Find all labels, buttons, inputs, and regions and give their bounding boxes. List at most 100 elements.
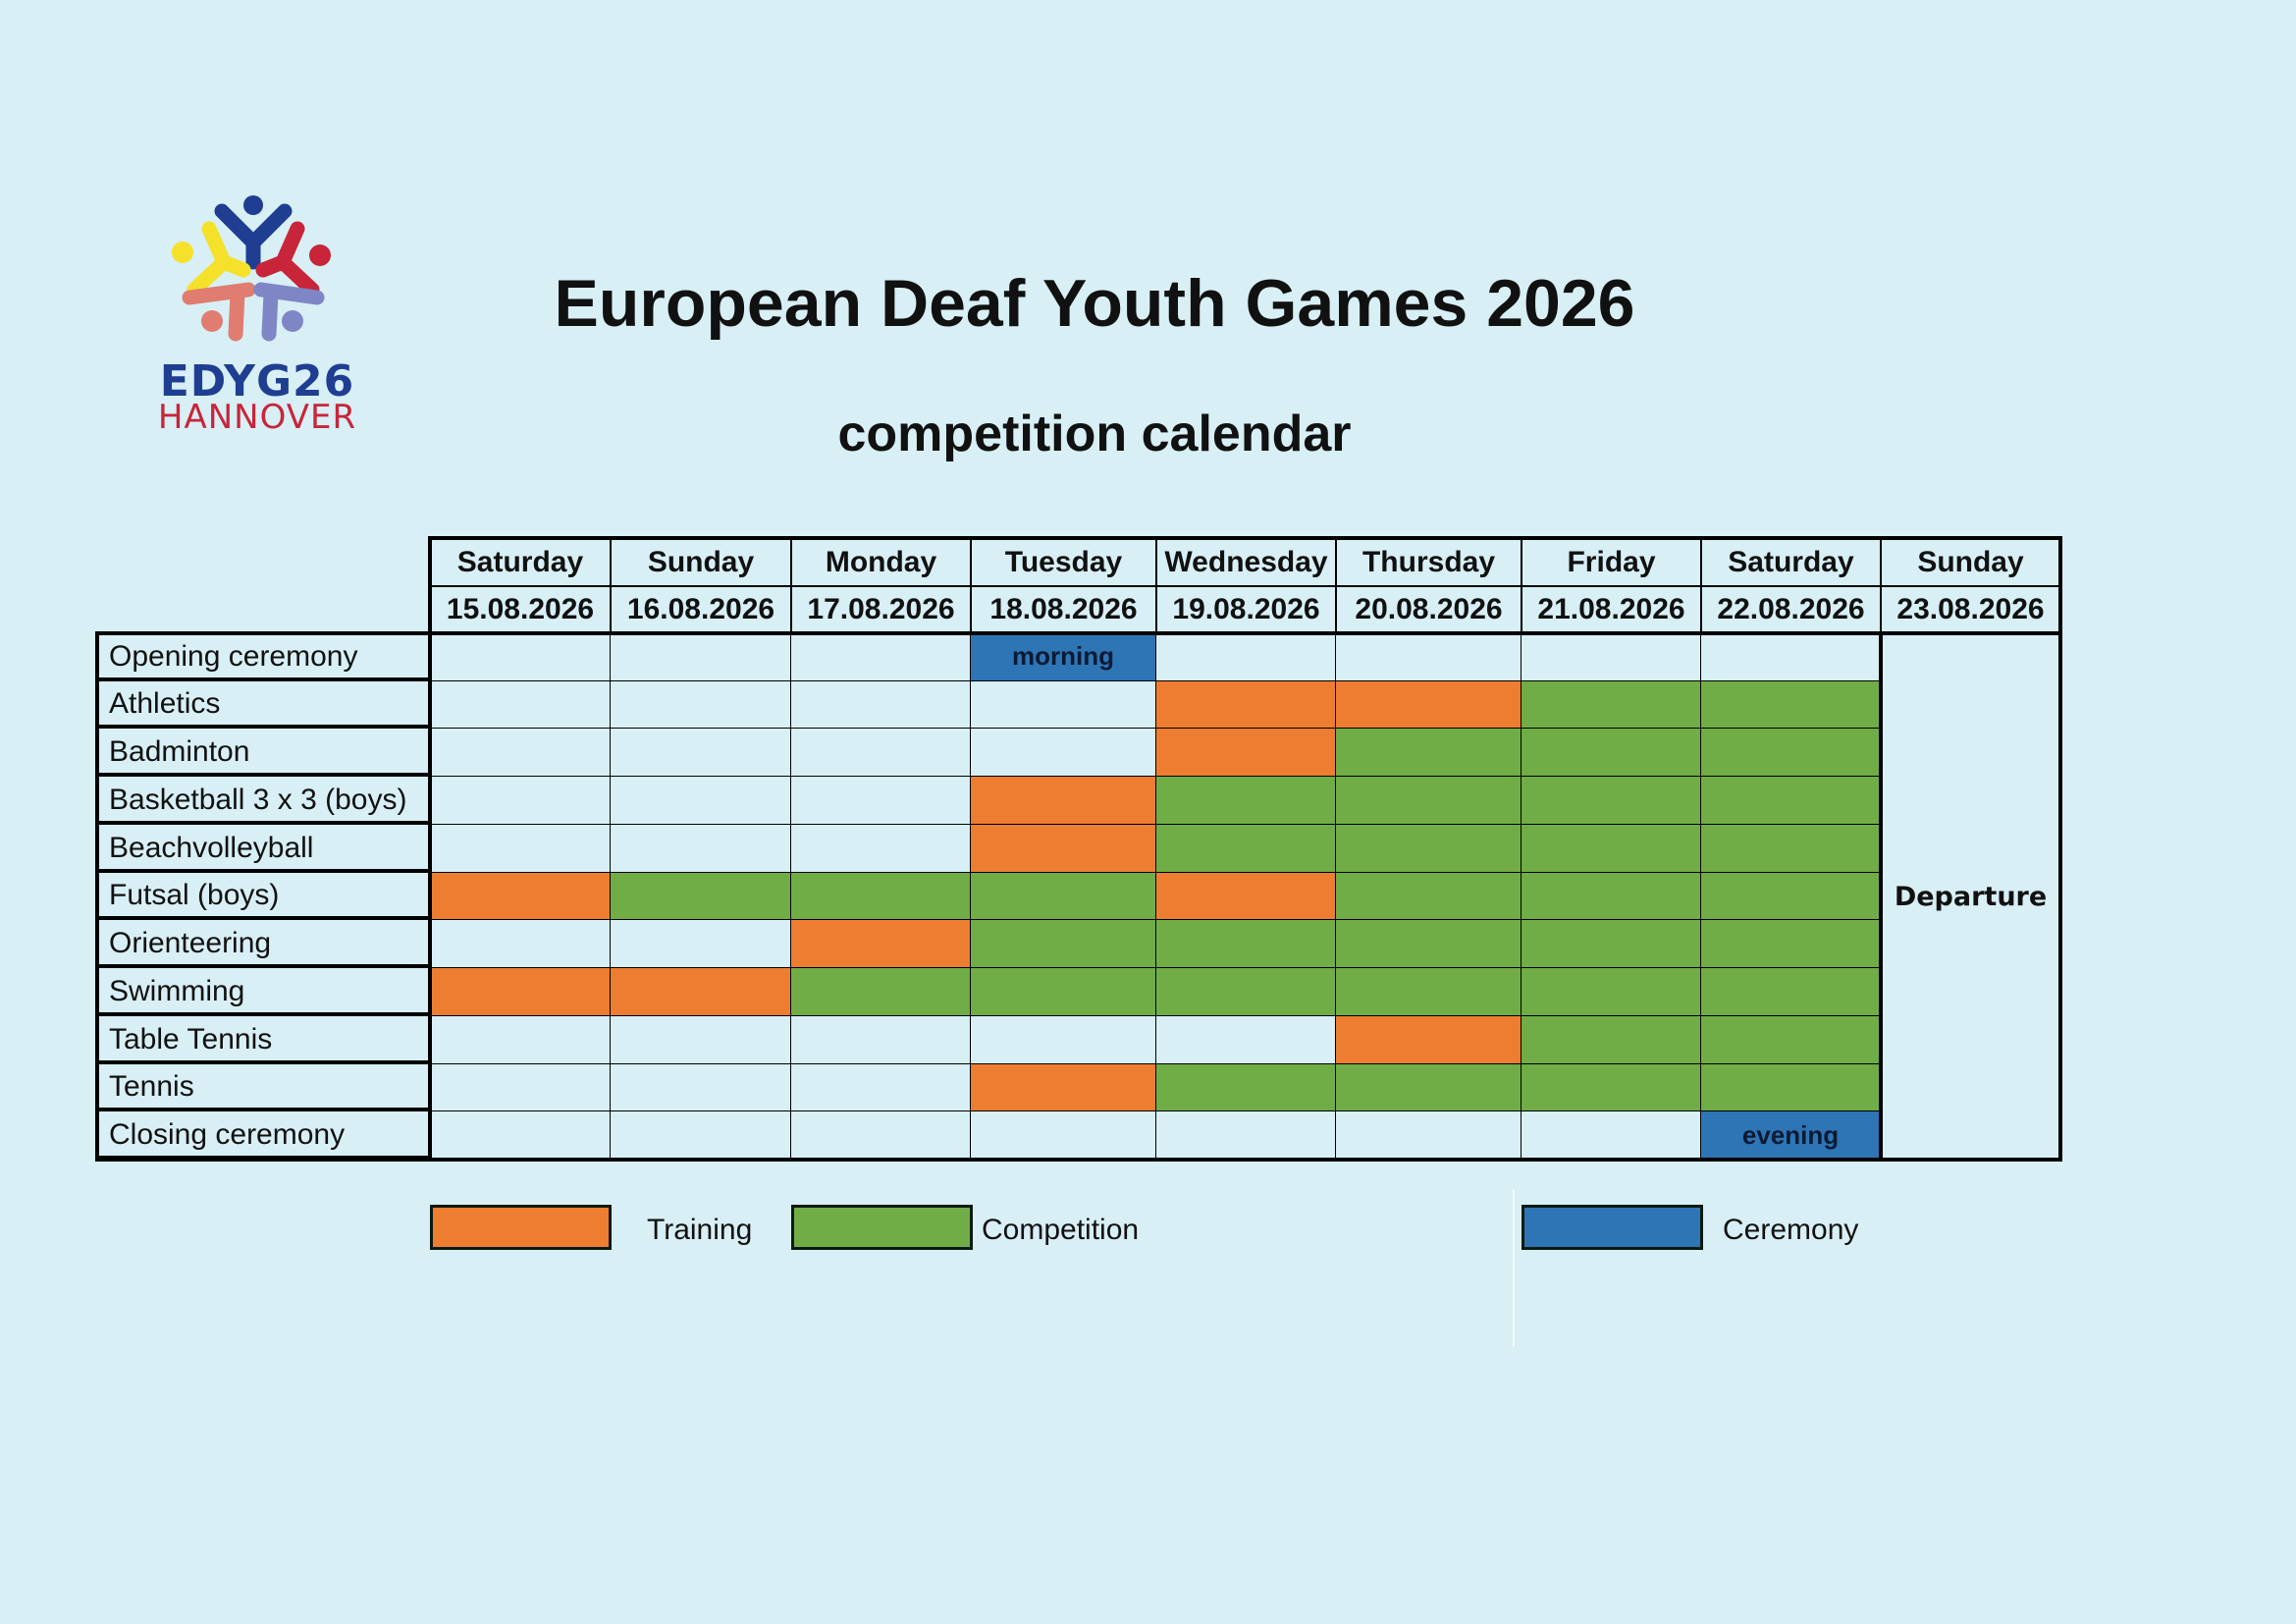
schedule-cell [971,824,1156,873]
schedule-cell [1701,1015,1881,1064]
row-label: Athletics [97,681,431,730]
row-label: Beachvolleyball [97,825,431,873]
schedule-cell [430,968,611,1016]
weekday-header: Sunday [1881,538,2060,586]
schedule-cell [1156,1063,1336,1112]
schedule-cell [971,920,1156,969]
schedule-cell [791,1015,971,1064]
schedule-cell [1701,729,1881,778]
schedule-cell [1156,872,1336,921]
schedule-cell [430,872,611,921]
page-subtitle: competition calendar [837,406,1352,462]
departure-cell: Departure [1894,881,2048,912]
date-header: 17.08.2026 [791,586,971,633]
legend-label-competition: Competition [982,1214,1140,1246]
schedule-cell [611,633,791,681]
schedule-cell [611,1063,791,1112]
logo-text-hannover: HANNOVER [157,398,357,437]
schedule-cell [791,1111,971,1160]
schedule-cell [1701,824,1881,873]
schedule-cell [1156,824,1336,873]
weekday-header: Friday [1522,538,1701,586]
schedule-cell [611,968,791,1016]
schedule-cell [971,729,1156,778]
schedule-cell [1701,1063,1881,1112]
schedule-cell [1522,1063,1701,1112]
schedule-cell [1336,920,1522,969]
schedule-cell [791,872,971,921]
weekday-header: Saturday [430,538,611,586]
schedule-cell [1701,777,1881,825]
schedule-cell [791,633,971,681]
schedule-cell [791,680,971,730]
schedule-cell [1701,968,1881,1016]
date-header: 19.08.2026 [1156,586,1336,633]
schedule-cell [1522,680,1701,730]
logo-text-edyg26: EDYG26 [159,356,355,406]
schedule-cell [791,777,971,825]
date-header: 21.08.2026 [1522,586,1701,633]
schedule-cell [971,680,1156,730]
schedule-cell [1336,824,1522,873]
schedule-cell [1156,777,1336,825]
legend-label-ceremony: Ceremony [1723,1214,1859,1246]
schedule-cell [430,1063,611,1112]
schedule-cell [430,729,611,778]
schedule-cell [430,633,611,681]
date-header: 23.08.2026 [1881,586,2060,633]
schedule-cell [971,1063,1156,1112]
schedule-cell [971,1015,1156,1064]
row-label: Closing ceremony [97,1111,431,1160]
schedule-cell [430,680,611,730]
schedule-cell-note: evening [1701,1111,1881,1160]
schedule-cell [1522,1111,1701,1160]
weekday-header: Tuesday [971,538,1156,586]
schedule-cell [1156,920,1336,969]
legend-swatch-ceremony [1522,1205,1703,1250]
date-header: 22.08.2026 [1701,586,1881,633]
schedule-cell [611,920,791,969]
schedule-cell [791,824,971,873]
schedule-cell [1522,872,1701,921]
schedule-cell [611,680,791,730]
schedule-cell [1701,920,1881,969]
schedule-cell [1336,680,1522,730]
schedule-cell [430,1111,611,1160]
schedule-cell [1522,824,1701,873]
five-figures-logo-icon [172,195,331,342]
schedule-cell [1522,1015,1701,1064]
date-header: 20.08.2026 [1336,586,1522,633]
row-label: Basketball 3 x 3 (boys) [97,777,431,825]
schedule-cell [1156,1111,1336,1160]
schedule-cell [971,1111,1156,1160]
row-label: Orienteering [97,920,431,969]
legend-swatch-competition [791,1205,973,1250]
schedule-cell [791,968,971,1016]
schedule-cell [971,872,1156,921]
schedule-cell [1336,729,1522,778]
row-label: Opening ceremony [97,633,431,681]
schedule-cell [611,872,791,921]
schedule-cell [1336,1063,1522,1112]
schedule-cell [1522,633,1701,681]
schedule-cell [1156,633,1336,681]
schedule-cell [791,920,971,969]
schedule-cell [1156,680,1336,730]
schedule-cell [1336,872,1522,921]
schedule-cell [1701,633,1881,681]
row-label: Tennis [97,1064,431,1112]
schedule-cell [1522,968,1701,1016]
schedule-cell [430,824,611,873]
weekday-header: Monday [791,538,971,586]
schedule-cell [791,1063,971,1112]
page-title: European Deaf Youth Games 2026 [554,266,1635,341]
schedule-cell [611,729,791,778]
schedule-cell [1336,968,1522,1016]
schedule-cell [791,729,971,778]
schedule-cell [1336,633,1522,681]
date-header: 18.08.2026 [971,586,1156,633]
weekday-header: Saturday [1701,538,1881,586]
schedule-cell [611,777,791,825]
weekday-header: Wednesday [1156,538,1336,586]
schedule-cell [611,824,791,873]
